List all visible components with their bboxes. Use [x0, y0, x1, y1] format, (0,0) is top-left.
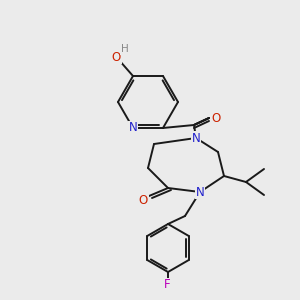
Text: O: O: [138, 194, 148, 208]
Text: H: H: [121, 44, 129, 54]
Text: N: N: [129, 122, 137, 134]
Text: O: O: [212, 112, 220, 124]
Text: F: F: [164, 278, 170, 292]
Text: N: N: [192, 131, 200, 145]
Text: O: O: [111, 50, 121, 64]
Text: N: N: [196, 185, 204, 199]
